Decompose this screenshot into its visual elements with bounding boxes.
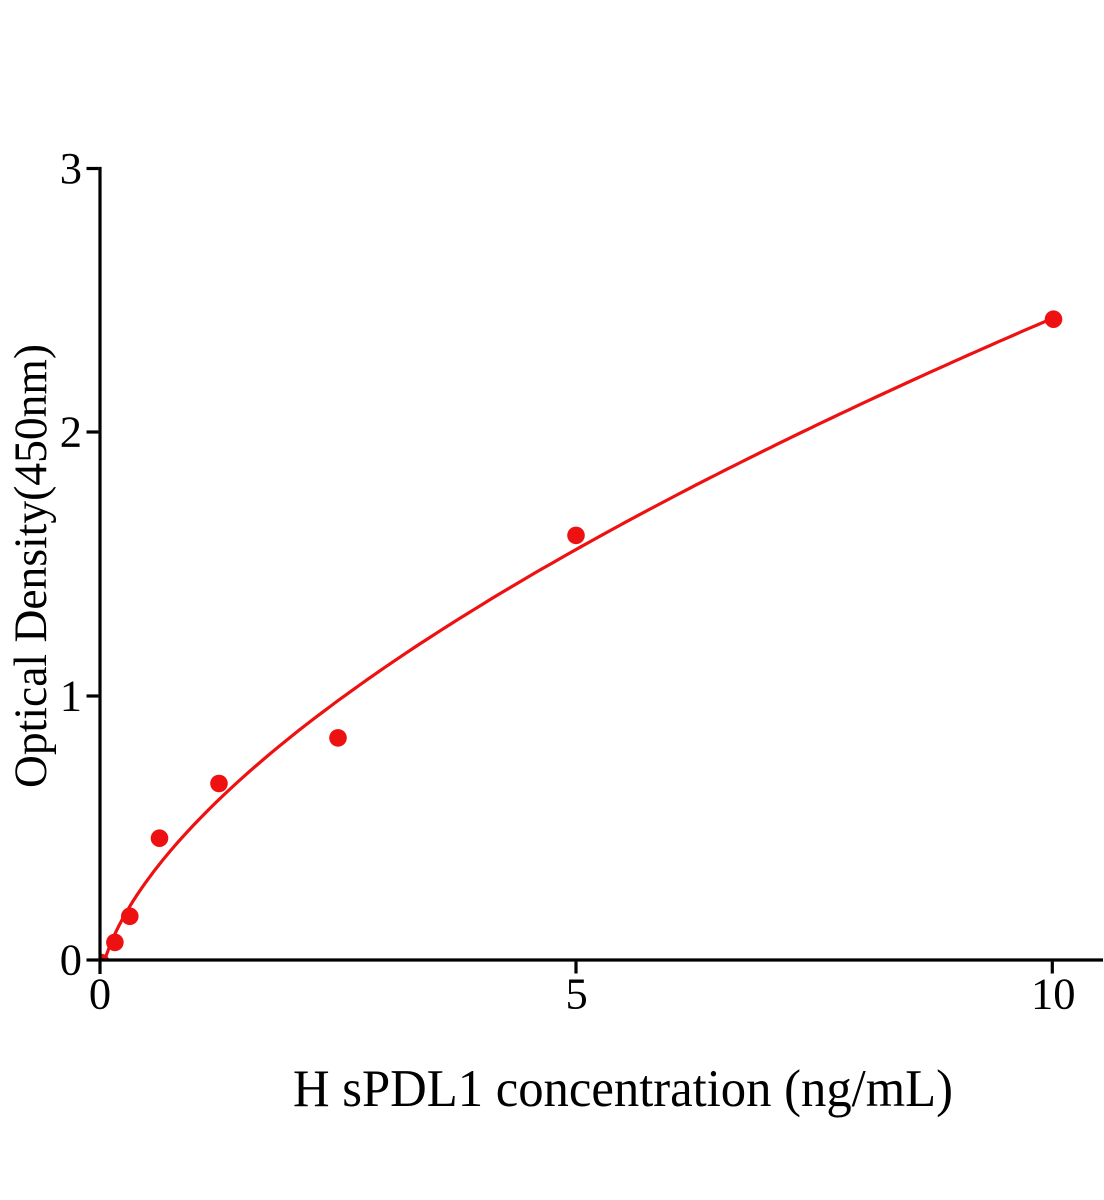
svg-text:3: 3 <box>60 143 82 193</box>
svg-text:5: 5 <box>565 969 587 1019</box>
svg-text:2: 2 <box>60 406 82 456</box>
svg-text:0: 0 <box>89 969 111 1019</box>
svg-text:0: 0 <box>60 934 82 984</box>
svg-text:H sPDL1 concentration (ng/mL): H sPDL1 concentration (ng/mL) <box>293 1060 953 1118</box>
svg-text:10: 10 <box>1031 969 1076 1019</box>
svg-text:1: 1 <box>60 670 82 720</box>
svg-text:Optical Density(450nm): Optical Density(450nm) <box>5 344 57 788</box>
